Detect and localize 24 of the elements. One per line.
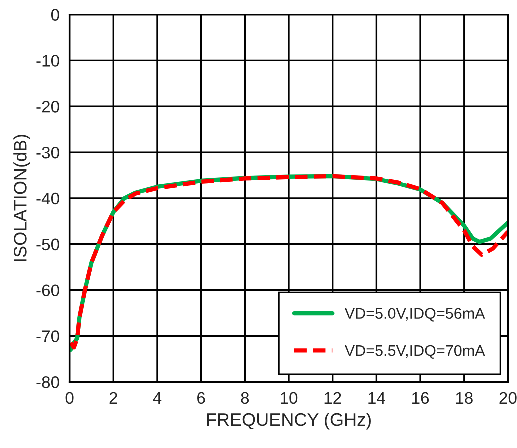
x-axis-title: FREQUENCY (GHz)	[207, 412, 371, 430]
y-tick-label: -20	[36, 101, 60, 113]
y-tick-label: -80	[36, 376, 60, 388]
y-tick-label: -30	[36, 146, 60, 159]
y-axis-title: ISOLATION(dB)	[14, 135, 30, 262]
y-tick-label: 0	[51, 9, 60, 21]
x-tick-label: 20	[500, 392, 517, 404]
y-tick-label: -60	[36, 284, 60, 297]
x-tick-label: 18	[456, 392, 473, 404]
y-tick-label: -10	[36, 55, 60, 67]
x-tick-label: 8	[241, 392, 250, 404]
legend-label: VD=5.0V,IDQ=56mA	[344, 308, 486, 322]
x-tick-label: 10	[281, 392, 298, 404]
y-tick-label: -70	[36, 330, 60, 342]
x-tick-label: 16	[412, 392, 430, 404]
x-tick-label: 12	[324, 392, 342, 404]
legend-label: VD=5.5V,IDQ=70mA	[344, 345, 486, 359]
x-tick-label: 6	[198, 392, 206, 404]
x-tick-label: 14	[368, 392, 386, 404]
y-tick-label: -50	[36, 238, 60, 251]
x-tick-label: 0	[66, 392, 74, 404]
x-tick-label: 4	[153, 392, 162, 404]
y-tick-label: -40	[36, 192, 60, 205]
x-tick-label: 2	[110, 392, 118, 404]
